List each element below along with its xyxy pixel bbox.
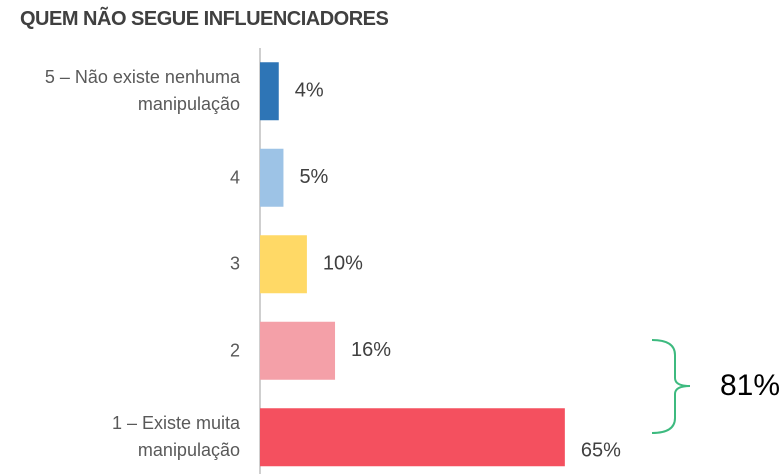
value-label: 16% <box>351 339 391 361</box>
value-label: 65% <box>581 440 621 462</box>
category-label: 2 <box>229 340 240 361</box>
bar <box>260 235 307 294</box>
chart-title: QUEM NÃO SEGUE INFLUENCIADORES <box>20 8 389 30</box>
value-label: 5% <box>299 166 328 188</box>
category-label: 1 – Existe muita manipulação <box>111 413 240 461</box>
value-label: 10% <box>323 253 363 275</box>
value-label: 4% <box>295 80 324 102</box>
bar <box>260 62 279 121</box>
category-label: 5 – Não existe nenhuma manipulação <box>44 67 240 115</box>
category-label: 4 <box>229 167 240 188</box>
category-label: 3 <box>229 253 240 274</box>
bar <box>260 408 565 467</box>
brace <box>651 339 691 434</box>
bar <box>260 148 284 207</box>
annotation: 81% <box>720 369 780 402</box>
bar <box>260 321 336 380</box>
